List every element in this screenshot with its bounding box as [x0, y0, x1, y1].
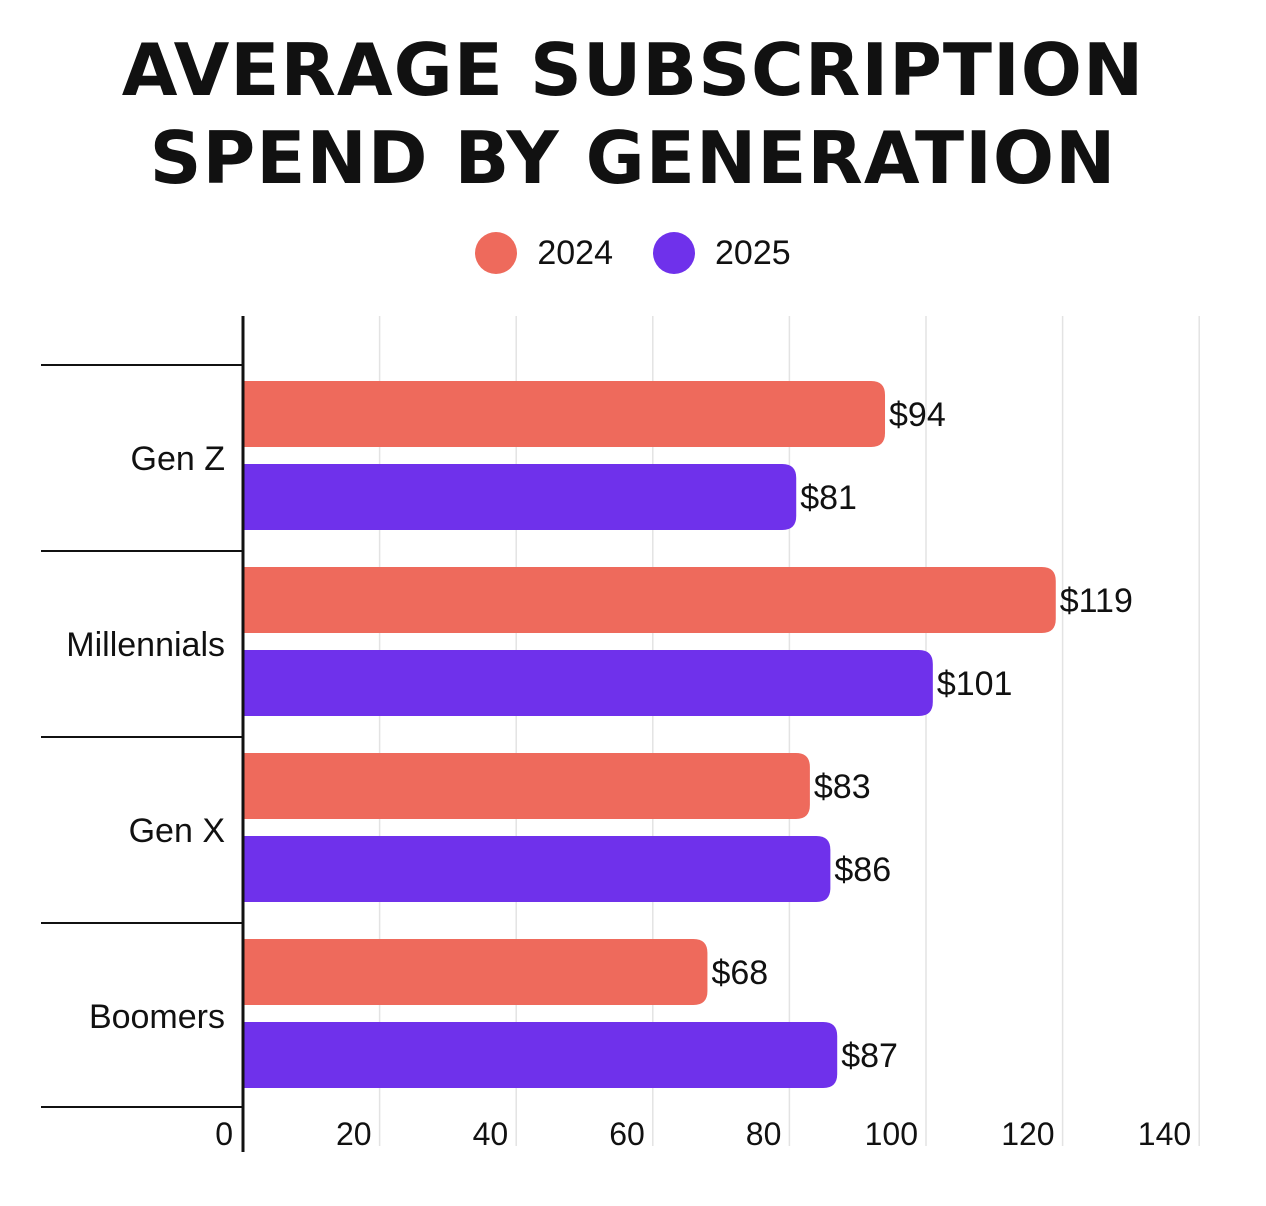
legend-swatch-2024 — [475, 232, 518, 274]
x-tick-label-60: 60 — [609, 1116, 645, 1152]
data-label-boomers-2024: $68 — [711, 954, 768, 992]
x-tick-label-20: 20 — [336, 1116, 372, 1152]
data-label-gen-z-2024: $94 — [889, 396, 946, 434]
category-label-millennials: Millennials — [66, 626, 225, 664]
chart-title-line-1: AVERAGE SUBSCRIPTION — [121, 28, 1145, 112]
legend-label-2025: 2025 — [715, 233, 791, 272]
data-label-millennials-2025: $101 — [937, 665, 1013, 703]
bar-gen-x-2025 — [243, 836, 831, 902]
bar-millennials-2024 — [243, 567, 1056, 633]
x-tick-label-100: 100 — [865, 1116, 918, 1152]
bar-gen-z-2024 — [243, 381, 886, 447]
data-label-gen-z-2025: $81 — [800, 479, 857, 517]
bar-gen-x-2024 — [243, 753, 810, 819]
category-label-gen-z: Gen Z — [131, 440, 225, 478]
bar-gen-z-2025 — [243, 464, 797, 530]
data-label-gen-x-2024: $83 — [814, 768, 871, 806]
legend-item-2024: 2024 — [475, 232, 613, 274]
category-label-boomers: Boomers — [89, 998, 225, 1036]
x-tick-label-120: 120 — [1001, 1116, 1054, 1152]
bar-millennials-2025 — [243, 650, 933, 716]
data-label-boomers-2025: $87 — [841, 1037, 898, 1075]
x-tick-label-40: 40 — [473, 1116, 509, 1152]
chart-title: AVERAGE SUBSCRIPTION SPEND BY GENERATION — [0, 26, 1266, 202]
legend-item-2025: 2025 — [653, 232, 791, 274]
bar-boomers-2024 — [243, 939, 708, 1005]
x-tick-label-0: 0 — [215, 1116, 233, 1152]
x-tick-label-80: 80 — [746, 1116, 782, 1152]
bar-boomers-2025 — [243, 1022, 838, 1088]
data-label-millennials-2024: $119 — [1060, 582, 1133, 620]
data-label-gen-x-2025: $86 — [834, 851, 891, 889]
category-label-gen-x: Gen X — [129, 812, 225, 850]
legend-swatch-2025 — [653, 232, 695, 274]
legend-label-2024: 2024 — [537, 233, 613, 272]
x-tick-label-140: 140 — [1138, 1116, 1191, 1152]
chart-title-line-2: SPEND BY GENERATION — [149, 116, 1117, 200]
legend: 2024 2025 — [0, 232, 1266, 274]
